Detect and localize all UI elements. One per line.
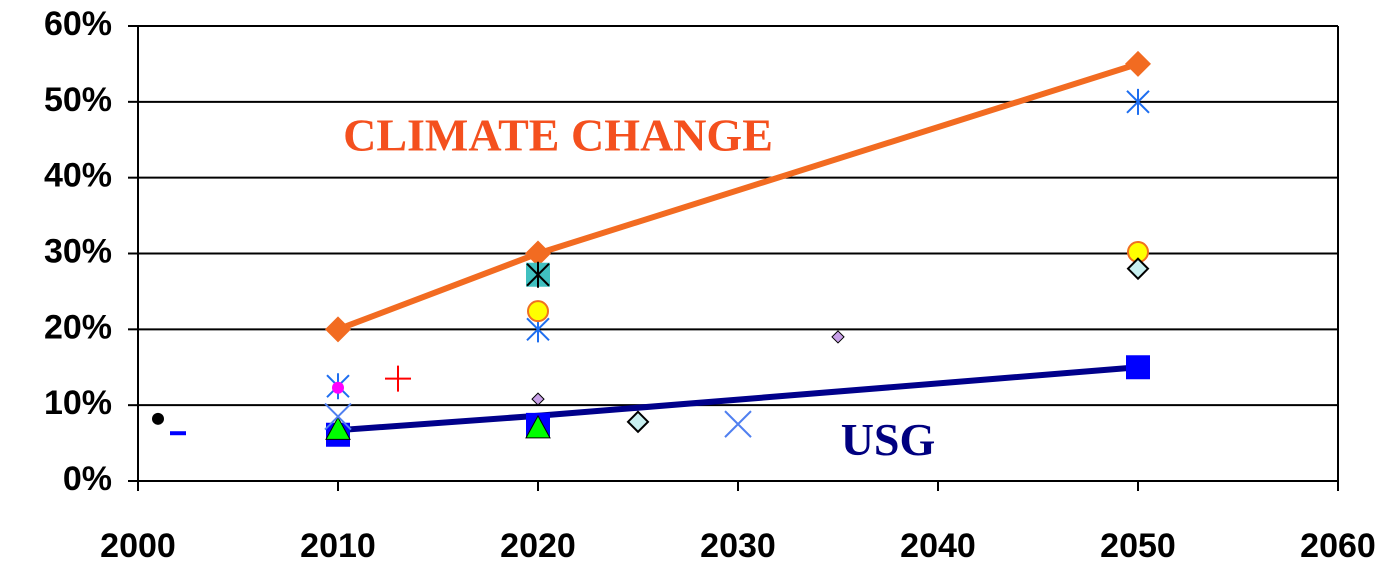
marker — [324, 402, 352, 431]
cross — [724, 410, 752, 438]
marker — [525, 414, 551, 439]
asterisk — [526, 261, 550, 288]
diamond — [531, 392, 545, 406]
y-tick-label: 40% — [44, 157, 112, 195]
annotation: CLIMATE CHANGE — [343, 109, 773, 160]
series-line — [337, 364, 1139, 434]
marker — [325, 316, 351, 343]
x-tick-label: 2060 — [1300, 527, 1376, 565]
marker — [626, 410, 650, 434]
diamond — [626, 410, 650, 434]
marker — [525, 240, 551, 267]
x-tick-label: 2000 — [100, 527, 176, 565]
marker — [724, 410, 752, 438]
marker — [152, 412, 164, 425]
plus — [385, 365, 411, 392]
circle — [527, 300, 549, 323]
marker — [1126, 88, 1150, 115]
dot — [332, 381, 344, 394]
marker — [527, 300, 549, 323]
y-tick-label: 20% — [44, 308, 112, 346]
marker — [531, 392, 545, 406]
y-tick-label: 10% — [44, 384, 112, 422]
marker — [325, 416, 351, 440]
annotation: USG — [841, 414, 936, 465]
diamond — [1126, 257, 1150, 281]
marker — [1126, 355, 1150, 380]
marker — [831, 330, 845, 344]
y-tick-label: 30% — [44, 232, 112, 270]
triangle — [325, 416, 351, 440]
marker — [385, 365, 411, 392]
x-tick-label: 2030 — [700, 527, 776, 565]
marker — [332, 381, 344, 394]
marker — [1125, 50, 1151, 77]
y-tick-label: 0% — [63, 460, 112, 498]
diamond — [831, 330, 845, 344]
cross — [324, 402, 352, 431]
asterisk — [1126, 88, 1150, 115]
diamond — [1125, 50, 1151, 77]
series-line — [336, 61, 1139, 333]
marker — [526, 261, 550, 288]
x-tick-label: 2020 — [500, 527, 576, 565]
x-tick-label: 2050 — [1100, 527, 1176, 565]
diamond — [525, 240, 551, 267]
x-tick-label: 2040 — [900, 527, 976, 565]
y-tick-label: 50% — [44, 81, 112, 119]
diamond — [325, 316, 351, 343]
triangle — [525, 414, 551, 439]
dot — [152, 412, 164, 425]
marker — [1126, 257, 1150, 281]
x-tick-label: 2010 — [300, 527, 376, 565]
square — [1126, 355, 1150, 380]
y-tick-label: 60% — [44, 5, 112, 43]
